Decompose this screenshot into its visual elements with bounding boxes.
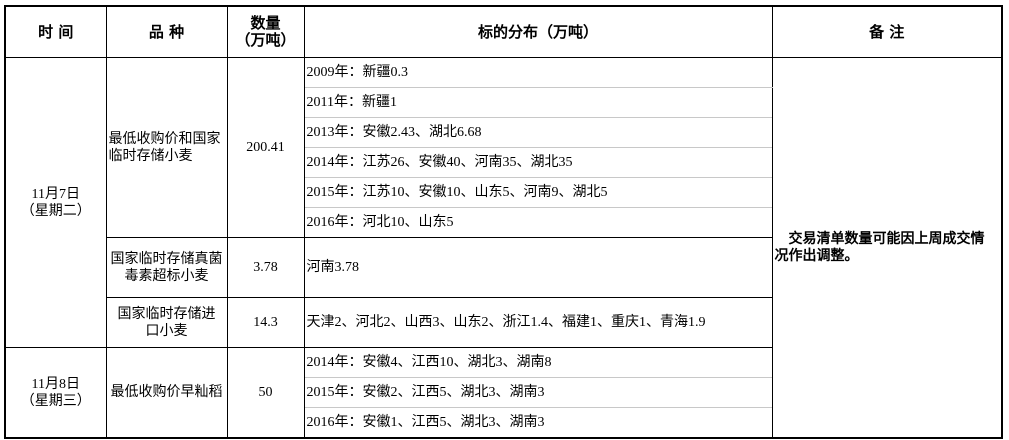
table-row: 2016年：河北10、山东5 [5,207,1002,238]
distribution-cell: 2016年：安徽1、江西5、湖北3、湖南3 [303,407,773,439]
remarks-text: 交易清单数量可能因上周成交情况作出调整。 [774,230,985,264]
header-time: 时 间 [4,5,107,58]
variety-cell: 最低收购价和国家临时存储小麦 [105,57,228,238]
variety-cell: 国家临时存储进口小麦 [105,297,228,348]
weekday: （星期三） [20,393,91,409]
distribution-cell: 河南3.78 [303,237,773,298]
table-row: 11月7日 （星期二） 最低收购价和国家临时存储小麦 200.41 2009年：新… [4,57,1003,439]
distribution-cell: 2014年：安徽4、江西10、湖北3、湖南8 [303,347,773,378]
distribution-cell: 2011年：新疆1 [303,87,773,118]
distribution-cell: 2015年：江苏10、安徽10、山东5、河南9、湖北5 [303,177,773,208]
auction-schedule-table: 时 间 品 种 数量 （万吨） 标的分布（万吨） 备 注 11月7日 （星期二） 最… [4,5,1003,439]
remarks-cell: 交易清单数量可能因上周成交情况作出调整。 [771,57,1003,439]
quantity-cell: 14.3 [226,297,305,348]
distribution-cell: 2013年：安徽2.43、湖北6.68 [303,117,773,148]
weekday: （星期二） [20,203,91,219]
variety-cell: 国家临时存储真菌毒素超标小麦 [105,237,228,298]
header-row: 时 间 品 种 数量 （万吨） 标的分布（万吨） 备 注 [4,5,1003,58]
header-quantity-unit: （万吨） [235,31,296,49]
quantity-cell: 200.41 [226,57,305,238]
table-row: 2011年：新疆1 [5,87,1002,118]
variety-cell: 最低收购价早籼稻 [105,347,228,439]
table-row: 2016年：安徽1、江西5、湖北3、湖南3 [5,407,1002,439]
table-row: 2015年：安徽2、江西5、湖北3、湖南3 [5,377,1002,408]
header-variety: 品 种 [105,5,228,58]
header-quantity: 数量 （万吨） [226,5,305,58]
date: 11月8日 [31,376,80,392]
quantity-cell: 3.78 [226,237,305,298]
table-row: 2015年：江苏10、安徽10、山东5、河南9、湖北5 [5,177,1002,208]
distribution-cell: 天津2、河北2、山西3、山东2、浙江1.4、福建1、重庆1、青海1.9 [303,297,773,348]
date: 11月7日 [31,186,80,202]
distribution-cell: 2015年：安徽2、江西5、湖北3、湖南3 [303,377,773,408]
table-row: 2013年：安徽2.43、湖北6.68 [5,117,1002,148]
distribution-cell: 2016年：河北10、山东5 [303,207,773,238]
header-remarks: 备 注 [771,5,1003,58]
distribution-cell: 2014年：江苏26、安徽40、河南35、湖北35 [303,147,773,178]
date-cell: 11月8日 （星期三） [4,347,107,439]
distribution-cell: 2009年：新疆0.3 [303,57,773,88]
table-row: 国家临时存储真菌毒素超标小麦 3.78 河南3.78 [5,237,1002,298]
date-cell: 11月7日 （星期二） [4,57,107,348]
quantity-cell: 50 [226,347,305,439]
header-quantity-label: 数量 [250,14,281,32]
header-distribution: 标的分布（万吨） [303,5,773,58]
